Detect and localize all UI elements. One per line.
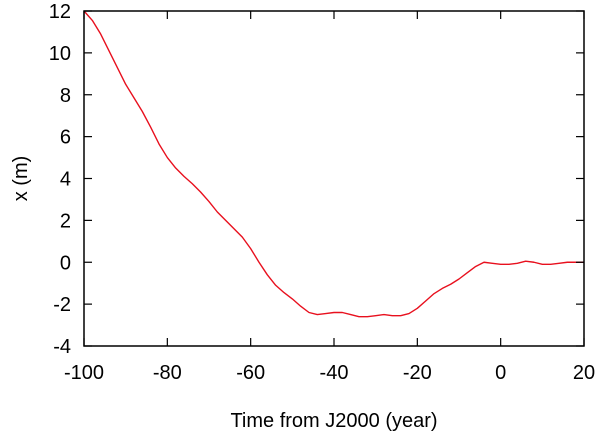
x-tick-label: 0 [495, 362, 506, 384]
x-tick-label: -100 [64, 362, 104, 384]
y-tick-label: 12 [49, 1, 71, 23]
plot-area [83, 10, 584, 318]
y-axis-title: x (m) [10, 156, 32, 202]
y-tick-label: -4 [53, 336, 71, 358]
y-tick-label: 6 [60, 127, 71, 149]
y-tick-label: 4 [60, 169, 71, 191]
x-tick-label: -40 [320, 362, 349, 384]
series-line-0 [83, 10, 584, 318]
plot-frame [83, 10, 585, 347]
y-tick-label: 2 [60, 210, 71, 232]
x-axis-title: Time from J2000 (year) [230, 410, 437, 432]
y-tick-label: 0 [60, 252, 71, 274]
x-tick-label: 20 [573, 362, 595, 384]
x-tick-label: -80 [153, 362, 182, 384]
y-tick-label: -2 [53, 294, 71, 316]
y-tick-label: 8 [60, 85, 71, 107]
y-tick-label: 10 [49, 43, 71, 65]
x-tick-label: -60 [236, 362, 265, 384]
x-tick-label: -20 [403, 362, 432, 384]
